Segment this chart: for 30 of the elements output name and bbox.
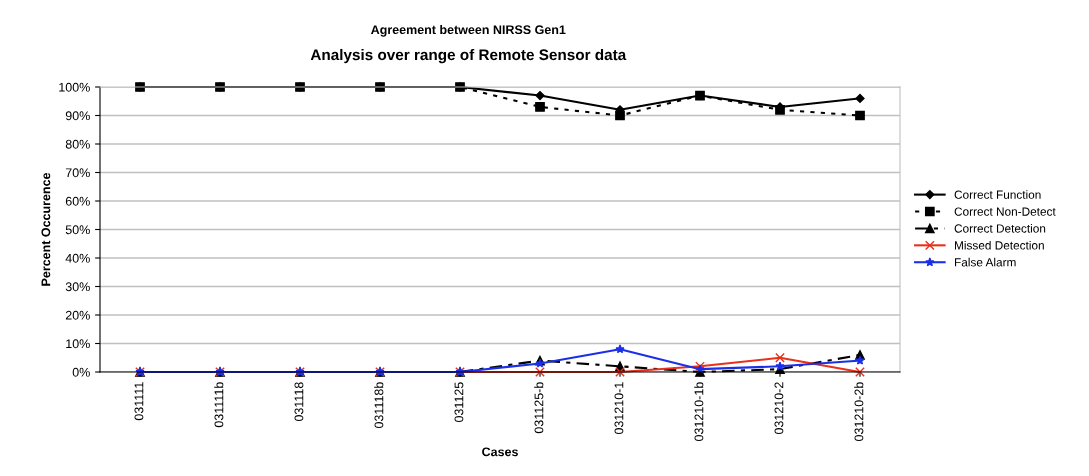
y-tick-label: 60% — [65, 196, 90, 206]
chart-subtitle: Analysis over range of Remote Sensor data — [310, 48, 627, 64]
chart-title: Agreement between NIRSS Gen1 — [370, 24, 566, 37]
y-tick-label: 10% — [66, 339, 90, 349]
y-tick-label: 40% — [65, 253, 90, 263]
y-tick-label: 80% — [65, 139, 90, 149]
x-tick-label: 031118b — [374, 382, 384, 429]
legend-label: Missed Detection — [955, 240, 1044, 250]
y-tick-label: 90% — [65, 111, 90, 121]
x-tick-label: 031125-b — [534, 382, 544, 434]
legend-label: False Alarm — [955, 257, 1016, 267]
x-axis-title: Cases — [482, 447, 518, 457]
legend-label: Correct Function — [954, 190, 1041, 199]
legend-label: Correct Non-Detect — [954, 207, 1056, 216]
y-tick-label: 50% — [65, 225, 90, 235]
y-tick-label: 30% — [65, 282, 90, 292]
x-tick-label: 031210-2 — [774, 382, 784, 435]
x-tick-label: 031111b — [214, 382, 224, 428]
x-tick-label: 031210-1b — [694, 382, 704, 442]
x-tick-label: 031210-2b — [854, 382, 864, 442]
y-tick-label: 20% — [65, 310, 90, 320]
x-tick-label: 031210-1 — [614, 382, 624, 435]
x-tick-label: 031118 — [294, 382, 304, 422]
y-tick-label: 70% — [65, 168, 90, 178]
x-tick-label: 031111 — [134, 382, 144, 421]
y-tick-label: 100% — [59, 82, 90, 92]
x-tick-label: 031125 — [454, 382, 464, 423]
y-axis-title: Percent Occurence — [41, 172, 51, 286]
y-tick-label: 0% — [72, 367, 90, 377]
legend-label: Correct Detection — [954, 224, 1046, 233]
